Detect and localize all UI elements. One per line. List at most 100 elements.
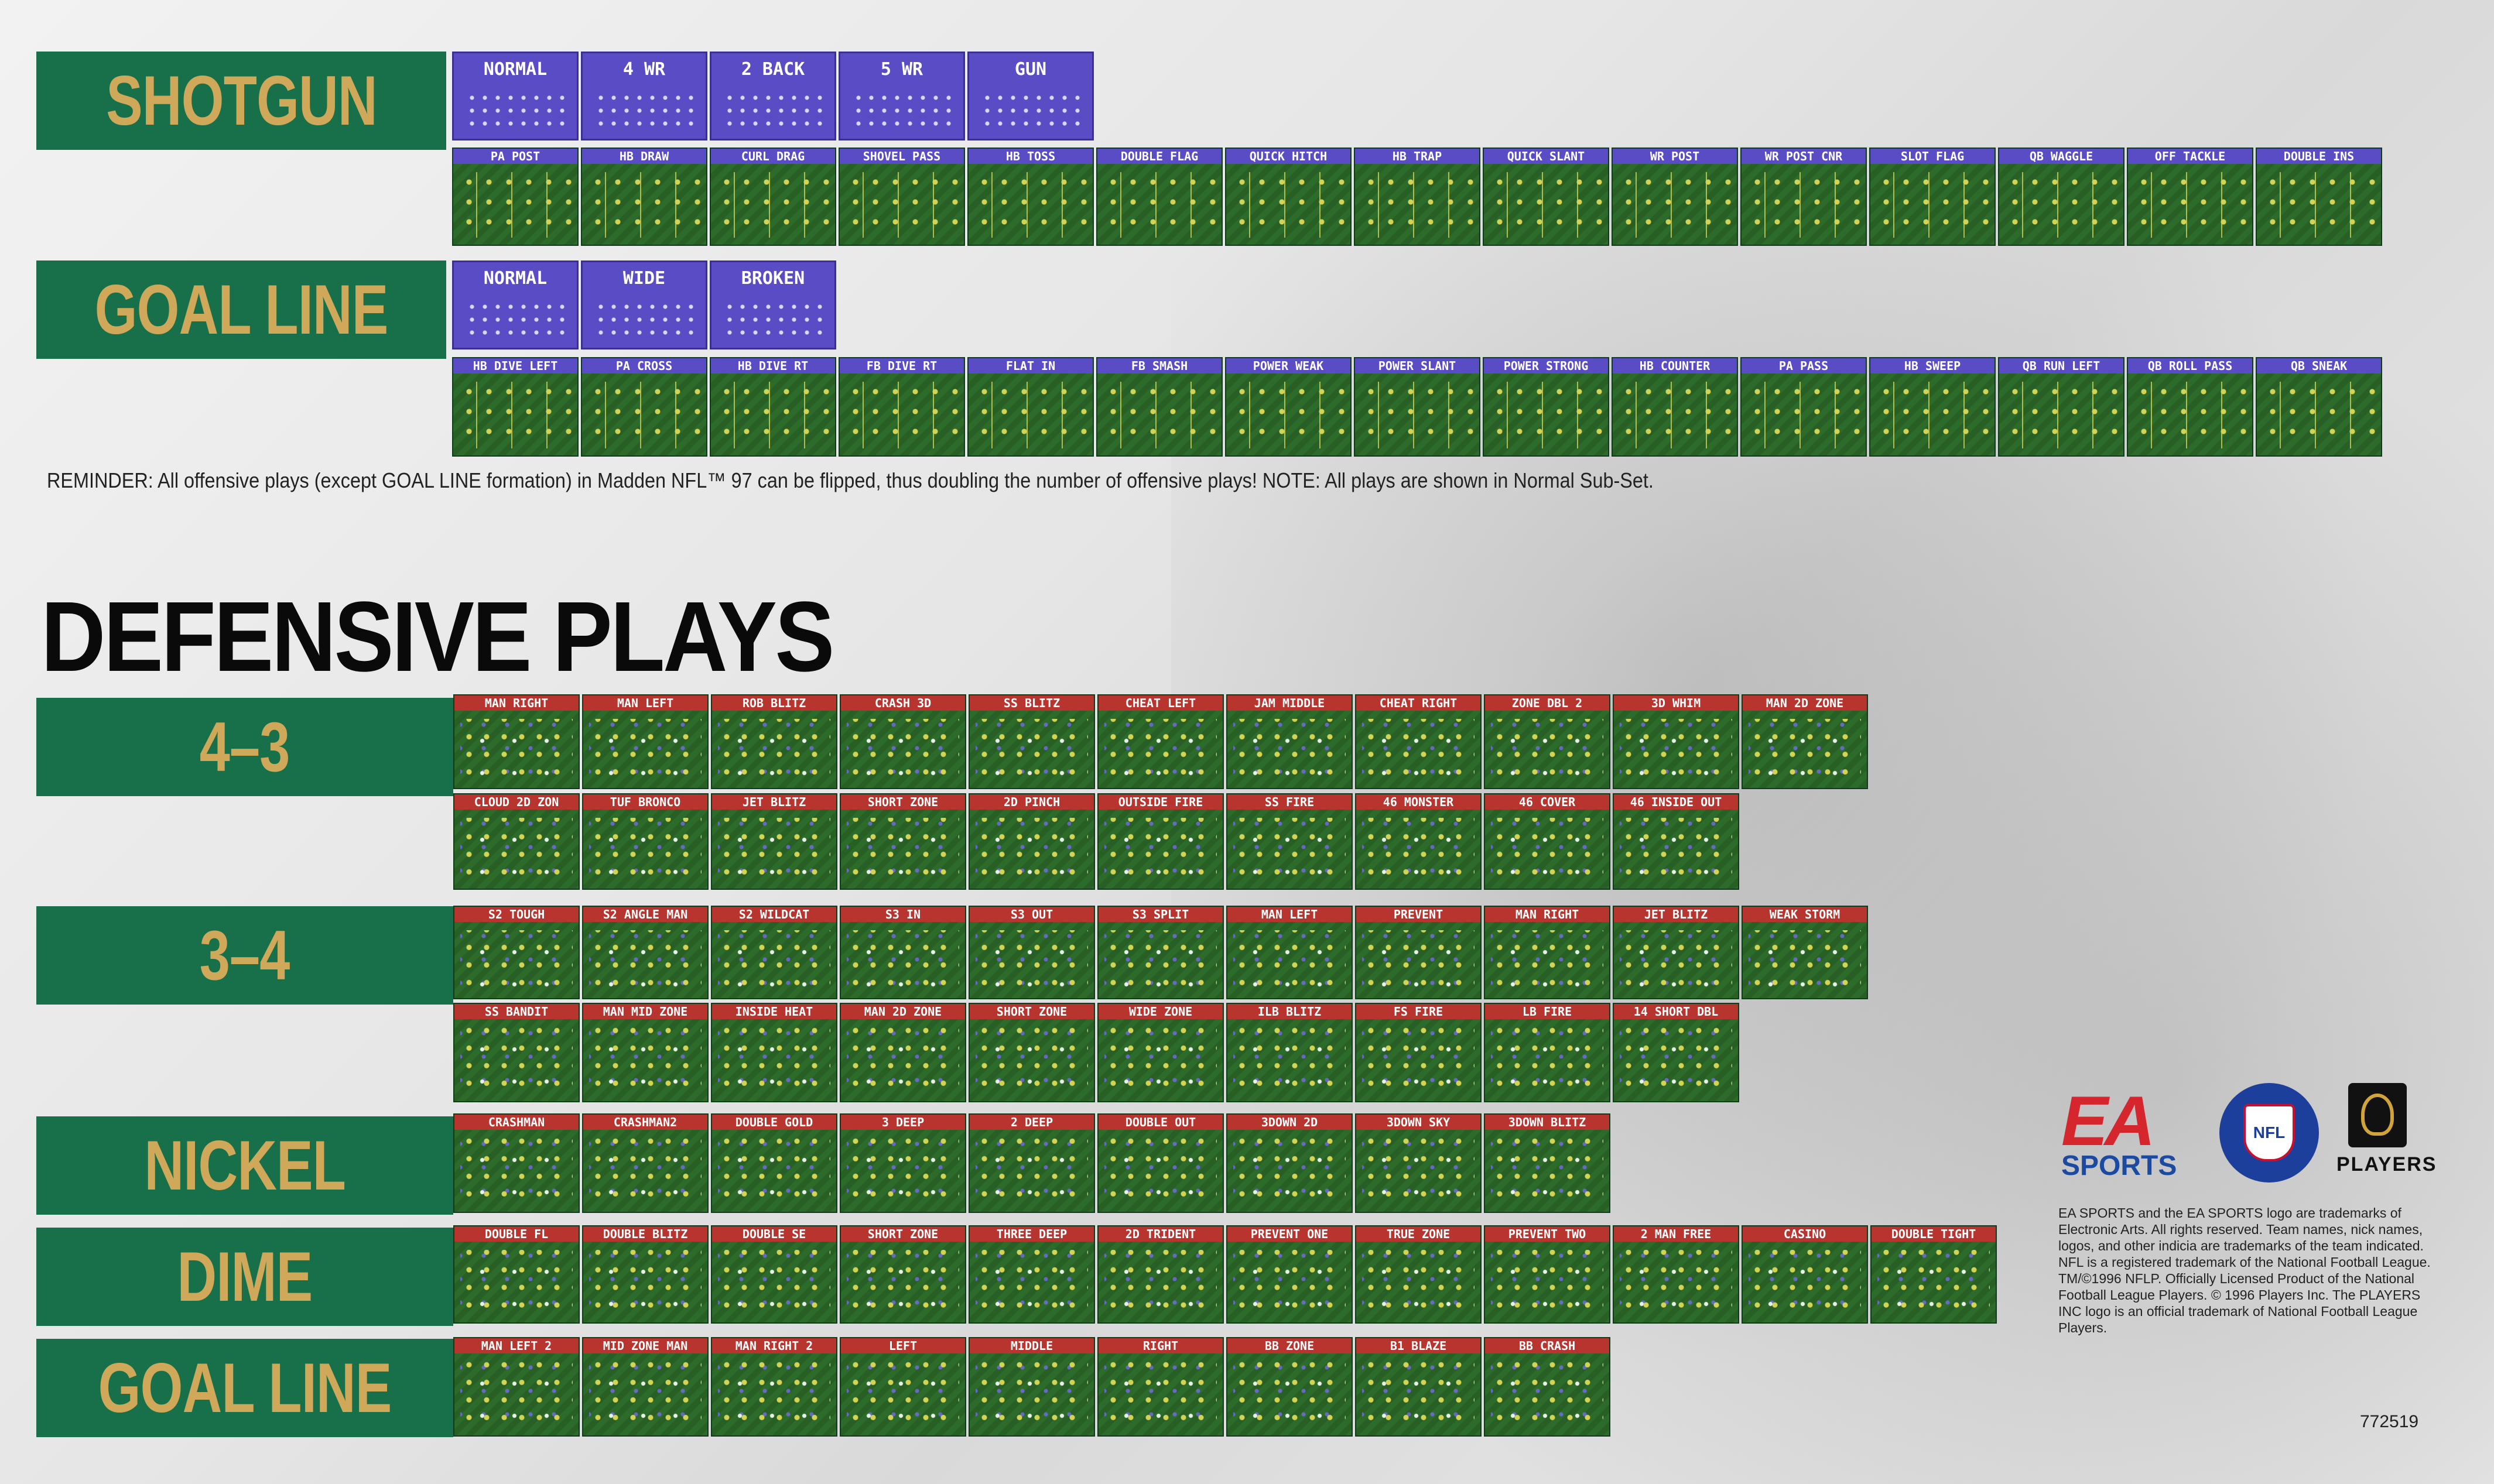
play-label: DOUBLE FLAG	[1097, 149, 1222, 164]
dime-play-tile: SHORT ZONE	[840, 1225, 966, 1324]
play-label: FB SMASH	[1097, 358, 1222, 373]
defense-goal-line-play-tile: MID ZONE MAN	[582, 1337, 709, 1437]
formation-diagram	[594, 91, 694, 132]
goal-line-play-tile: HB DIVE LEFT	[452, 357, 579, 457]
shotgun-formation-tile: GUN	[967, 52, 1094, 140]
play-label: DOUBLE INS	[2257, 149, 2381, 164]
three-four-play-tile: S2 WILDCAT	[711, 906, 837, 999]
play-diagram	[1233, 1362, 1346, 1428]
defense-goal-line-play-tile: MAN RIGHT 2	[711, 1337, 837, 1437]
play-diagram	[1876, 382, 1989, 448]
play-diagram	[847, 1138, 959, 1205]
defense-goal-line-banner: GOAL LINE	[36, 1339, 453, 1437]
four-three-play-tile: TUF BRONCO	[582, 793, 709, 890]
play-diagram	[976, 1362, 1088, 1428]
goal-line-play-tile: PA CROSS	[581, 357, 707, 457]
three-four-play-tile: MAN LEFT	[1226, 906, 1353, 999]
goal-line-play-tile: QB RUN LEFT	[1998, 357, 2124, 457]
play-label: SHORT ZONE	[841, 1226, 965, 1242]
defense-goal-line-play-tile: BB CRASH	[1484, 1337, 1610, 1437]
defense-goal-line-play-tile: BB ZONE	[1226, 1337, 1353, 1437]
shotgun-play-tile: QUICK SLANT	[1483, 148, 1609, 246]
nickel-play-tile: CRASHMAN2	[582, 1113, 709, 1213]
three-four-row-2: SS BANDIT MAN MID ZONE INSIDE HEAT MAN 2D Z…	[453, 1003, 1742, 1102]
play-label: POWER WEAK	[1226, 358, 1350, 373]
play-label: 3DOWN SKY	[1356, 1115, 1480, 1130]
play-label: PREVENT TWO	[1485, 1226, 1609, 1242]
four-three-play-tile: 2D PINCH	[969, 793, 1095, 890]
four-three-play-tile: ZONE DBL 2	[1484, 694, 1610, 789]
play-diagram	[847, 1362, 959, 1428]
nickel-row: CRASHMAN CRASHMAN2 DOUBLE GOLD 3 DEEP 2 DEEP…	[453, 1113, 1613, 1213]
four-three-banner: 4–3	[36, 698, 453, 796]
play-diagram	[717, 382, 829, 448]
four-three-play-tile: CRASH 3D	[840, 694, 966, 789]
play-label: ROB BLITZ	[712, 695, 836, 711]
play-diagram	[1362, 818, 1474, 882]
three-four-play-tile: ILB BLITZ	[1226, 1003, 1353, 1102]
play-diagram	[974, 172, 1087, 238]
play-label: SHOVEL PASS	[840, 149, 964, 164]
play-label: TRUE ZONE	[1356, 1226, 1480, 1242]
play-diagram	[1619, 172, 1731, 238]
dime-play-tile: PREVENT TWO	[1484, 1225, 1610, 1324]
goal-line-play-tile: QB ROLL PASS	[2127, 357, 2253, 457]
play-diagram	[1877, 1250, 1990, 1315]
play-diagram	[1491, 1027, 1603, 1094]
four-three-play-tile: JET BLITZ	[711, 793, 837, 890]
play-diagram	[976, 1027, 1088, 1094]
play-diagram	[846, 172, 958, 238]
play-label: 2D PINCH	[970, 794, 1094, 810]
four-three-play-tile: MAN 2D ZONE	[1742, 694, 1868, 789]
dime-play-tile: DOUBLE TIGHT	[1870, 1225, 1997, 1324]
play-label: 3D WHIM	[1614, 695, 1738, 711]
four-three-play-tile: 46 COVER	[1484, 793, 1610, 890]
play-diagram	[1490, 172, 1602, 238]
three-four-play-tile: S3 OUT	[969, 906, 1095, 999]
play-diagram	[1362, 1138, 1474, 1205]
play-diagram	[718, 1138, 830, 1205]
play-diagram	[1620, 1250, 1732, 1315]
play-label: DOUBLE GOLD	[712, 1115, 836, 1130]
play-label: MID ZONE MAN	[583, 1338, 707, 1353]
three-four-play-tile: S3 SPLIT	[1097, 906, 1224, 999]
play-diagram	[846, 382, 958, 448]
three-four-play-tile: WEAK STORM	[1742, 906, 1868, 999]
play-diagram	[589, 1027, 702, 1094]
four-three-play-tile: SS BLITZ	[969, 694, 1095, 789]
play-diagram	[976, 1250, 1088, 1315]
nickel-play-tile: DOUBLE OUT	[1097, 1113, 1224, 1213]
dime-banner: DIME	[36, 1228, 453, 1326]
play-label: OFF TACKLE	[2128, 149, 2252, 164]
four-three-play-tile: SS FIRE	[1226, 793, 1353, 890]
play-diagram	[460, 1138, 573, 1205]
players-text: PLAYERS	[2336, 1153, 2437, 1175]
shotgun-play-tile: HB DRAW	[581, 148, 707, 246]
play-label: QB ROLL PASS	[2128, 358, 2252, 373]
play-diagram	[847, 1250, 959, 1315]
nickel-play-tile: 3DOWN BLITZ	[1484, 1113, 1610, 1213]
play-diagram	[460, 1027, 573, 1094]
shotgun-formation-tile: 5 WR	[839, 52, 965, 140]
goal-line-play-tile: HB COUNTER	[1612, 357, 1738, 457]
play-label: HB DRAW	[582, 149, 706, 164]
play-label: SS BANDIT	[454, 1004, 579, 1019]
three-four-play-tile: MAN MID ZONE	[582, 1003, 709, 1102]
play-label: 2D TRIDENT	[1099, 1226, 1223, 1242]
play-diagram	[1491, 1362, 1603, 1428]
play-label: CLOUD 2D ZON	[454, 794, 579, 810]
play-diagram	[976, 1138, 1088, 1205]
dime-play-tile: DOUBLE FL	[453, 1225, 580, 1324]
play-diagram	[1104, 818, 1217, 882]
play-label: LEFT	[841, 1338, 965, 1353]
formation-diagram	[981, 91, 1080, 132]
play-diagram	[1233, 1138, 1346, 1205]
dime-row: DOUBLE FL DOUBLE BLITZ DOUBLE SE SHORT ZONE…	[453, 1225, 1999, 1324]
play-label: 46 COVER	[1485, 794, 1609, 810]
three-four-play-tile: MAN 2D ZONE	[840, 1003, 966, 1102]
shotgun-play-tile: QB WAGGLE	[1998, 148, 2124, 246]
play-diagram	[1491, 1250, 1603, 1315]
play-label: HB TOSS	[969, 149, 1093, 164]
dime-play-tile: CASINO	[1742, 1225, 1868, 1324]
play-label: CHEAT LEFT	[1099, 695, 1223, 711]
